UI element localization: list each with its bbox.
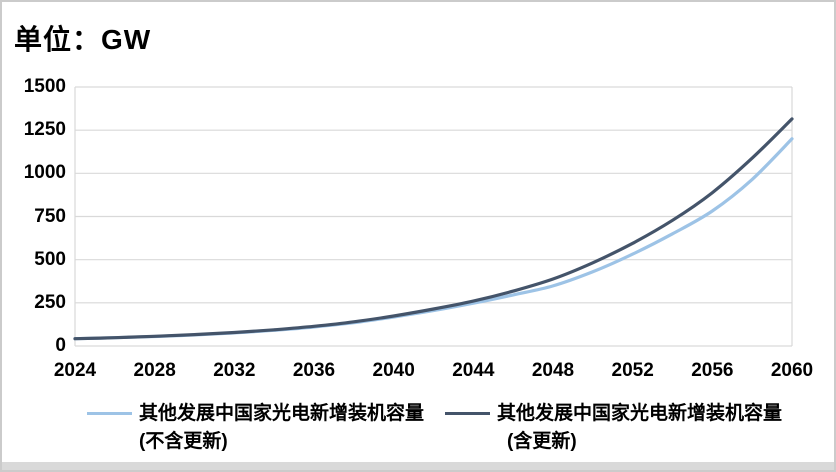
- legend-label-line2: (含更新): [507, 431, 577, 452]
- x-tick-label: 2024: [53, 360, 97, 381]
- y-tick-label: 1500: [23, 76, 66, 97]
- x-tick-label: 2032: [213, 360, 256, 381]
- legend-line-swatch-light-blue: [87, 412, 132, 415]
- legend-label-line1: 其他发展中国家光电新增装机容量: [139, 403, 425, 424]
- chart-unit-title: 单位：GW: [14, 24, 152, 55]
- x-tick-label: 2044: [452, 360, 495, 381]
- x-tick-label: 2056: [691, 360, 734, 381]
- x-tick-label: 2040: [372, 360, 415, 381]
- legend-item-excluding-renewal: 其他发展中国家光电新增装机容量 (不含更新): [87, 400, 424, 456]
- line-series-1: [73, 117, 794, 341]
- legend-label-including-renewal: 其他发展中国家光电新增装机容量 (含更新): [497, 400, 782, 456]
- x-tick-label: 2036: [292, 360, 336, 381]
- y-tick-label: 1000: [23, 162, 66, 184]
- legend-label-excluding-renewal: 其他发展中国家光电新增装机容量 (不含更新): [139, 400, 424, 456]
- x-tick-label: 2028: [133, 360, 176, 381]
- legend-label-line2: (不含更新): [139, 431, 228, 452]
- legend-label-line1: 其他发展中国家光电新增装机容量: [497, 403, 783, 424]
- x-tick-label: 2060: [770, 360, 814, 381]
- y-tick-label: 750: [34, 205, 66, 227]
- y-tick-label: 0: [55, 335, 66, 356]
- y-tick-label: 1250: [23, 119, 66, 141]
- bottom-edge-strip: [2, 462, 834, 470]
- legend-line-swatch-dark-blue: [445, 412, 490, 415]
- y-tick-label: 250: [34, 291, 66, 313]
- x-tick-label: 2052: [611, 360, 654, 381]
- y-tick-label: 500: [34, 248, 66, 270]
- x-tick-label: 2048: [531, 360, 575, 381]
- legend-item-including-renewal: 其他发展中国家光电新增装机容量 (含更新): [445, 400, 782, 456]
